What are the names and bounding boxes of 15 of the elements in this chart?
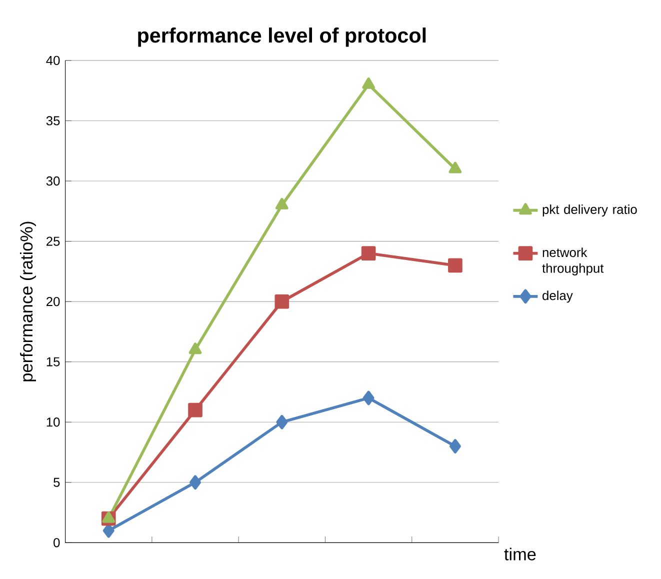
x-axis-title: time [504,548,536,560]
legend-label: pkt delivery ratio [542,204,637,216]
y-axis-title: performance (ratio%) [20,222,36,382]
y-tick-label: 30 [46,176,60,186]
y-tick-label: 0 [54,538,60,548]
legend-label: network throughput [542,247,604,276]
y-tick-label: 15 [46,357,60,366]
y-tick-label: 40 [46,56,60,65]
y-tick-label: 10 [46,417,60,427]
y-tick-label: 35 [46,116,60,126]
y-tick-label: 25 [46,236,60,246]
chart-title: performance level of protocol [138,27,426,47]
legend-label: delay [542,290,573,302]
y-tick-label: 20 [46,296,60,306]
y-tick-label: 5 [54,478,60,487]
